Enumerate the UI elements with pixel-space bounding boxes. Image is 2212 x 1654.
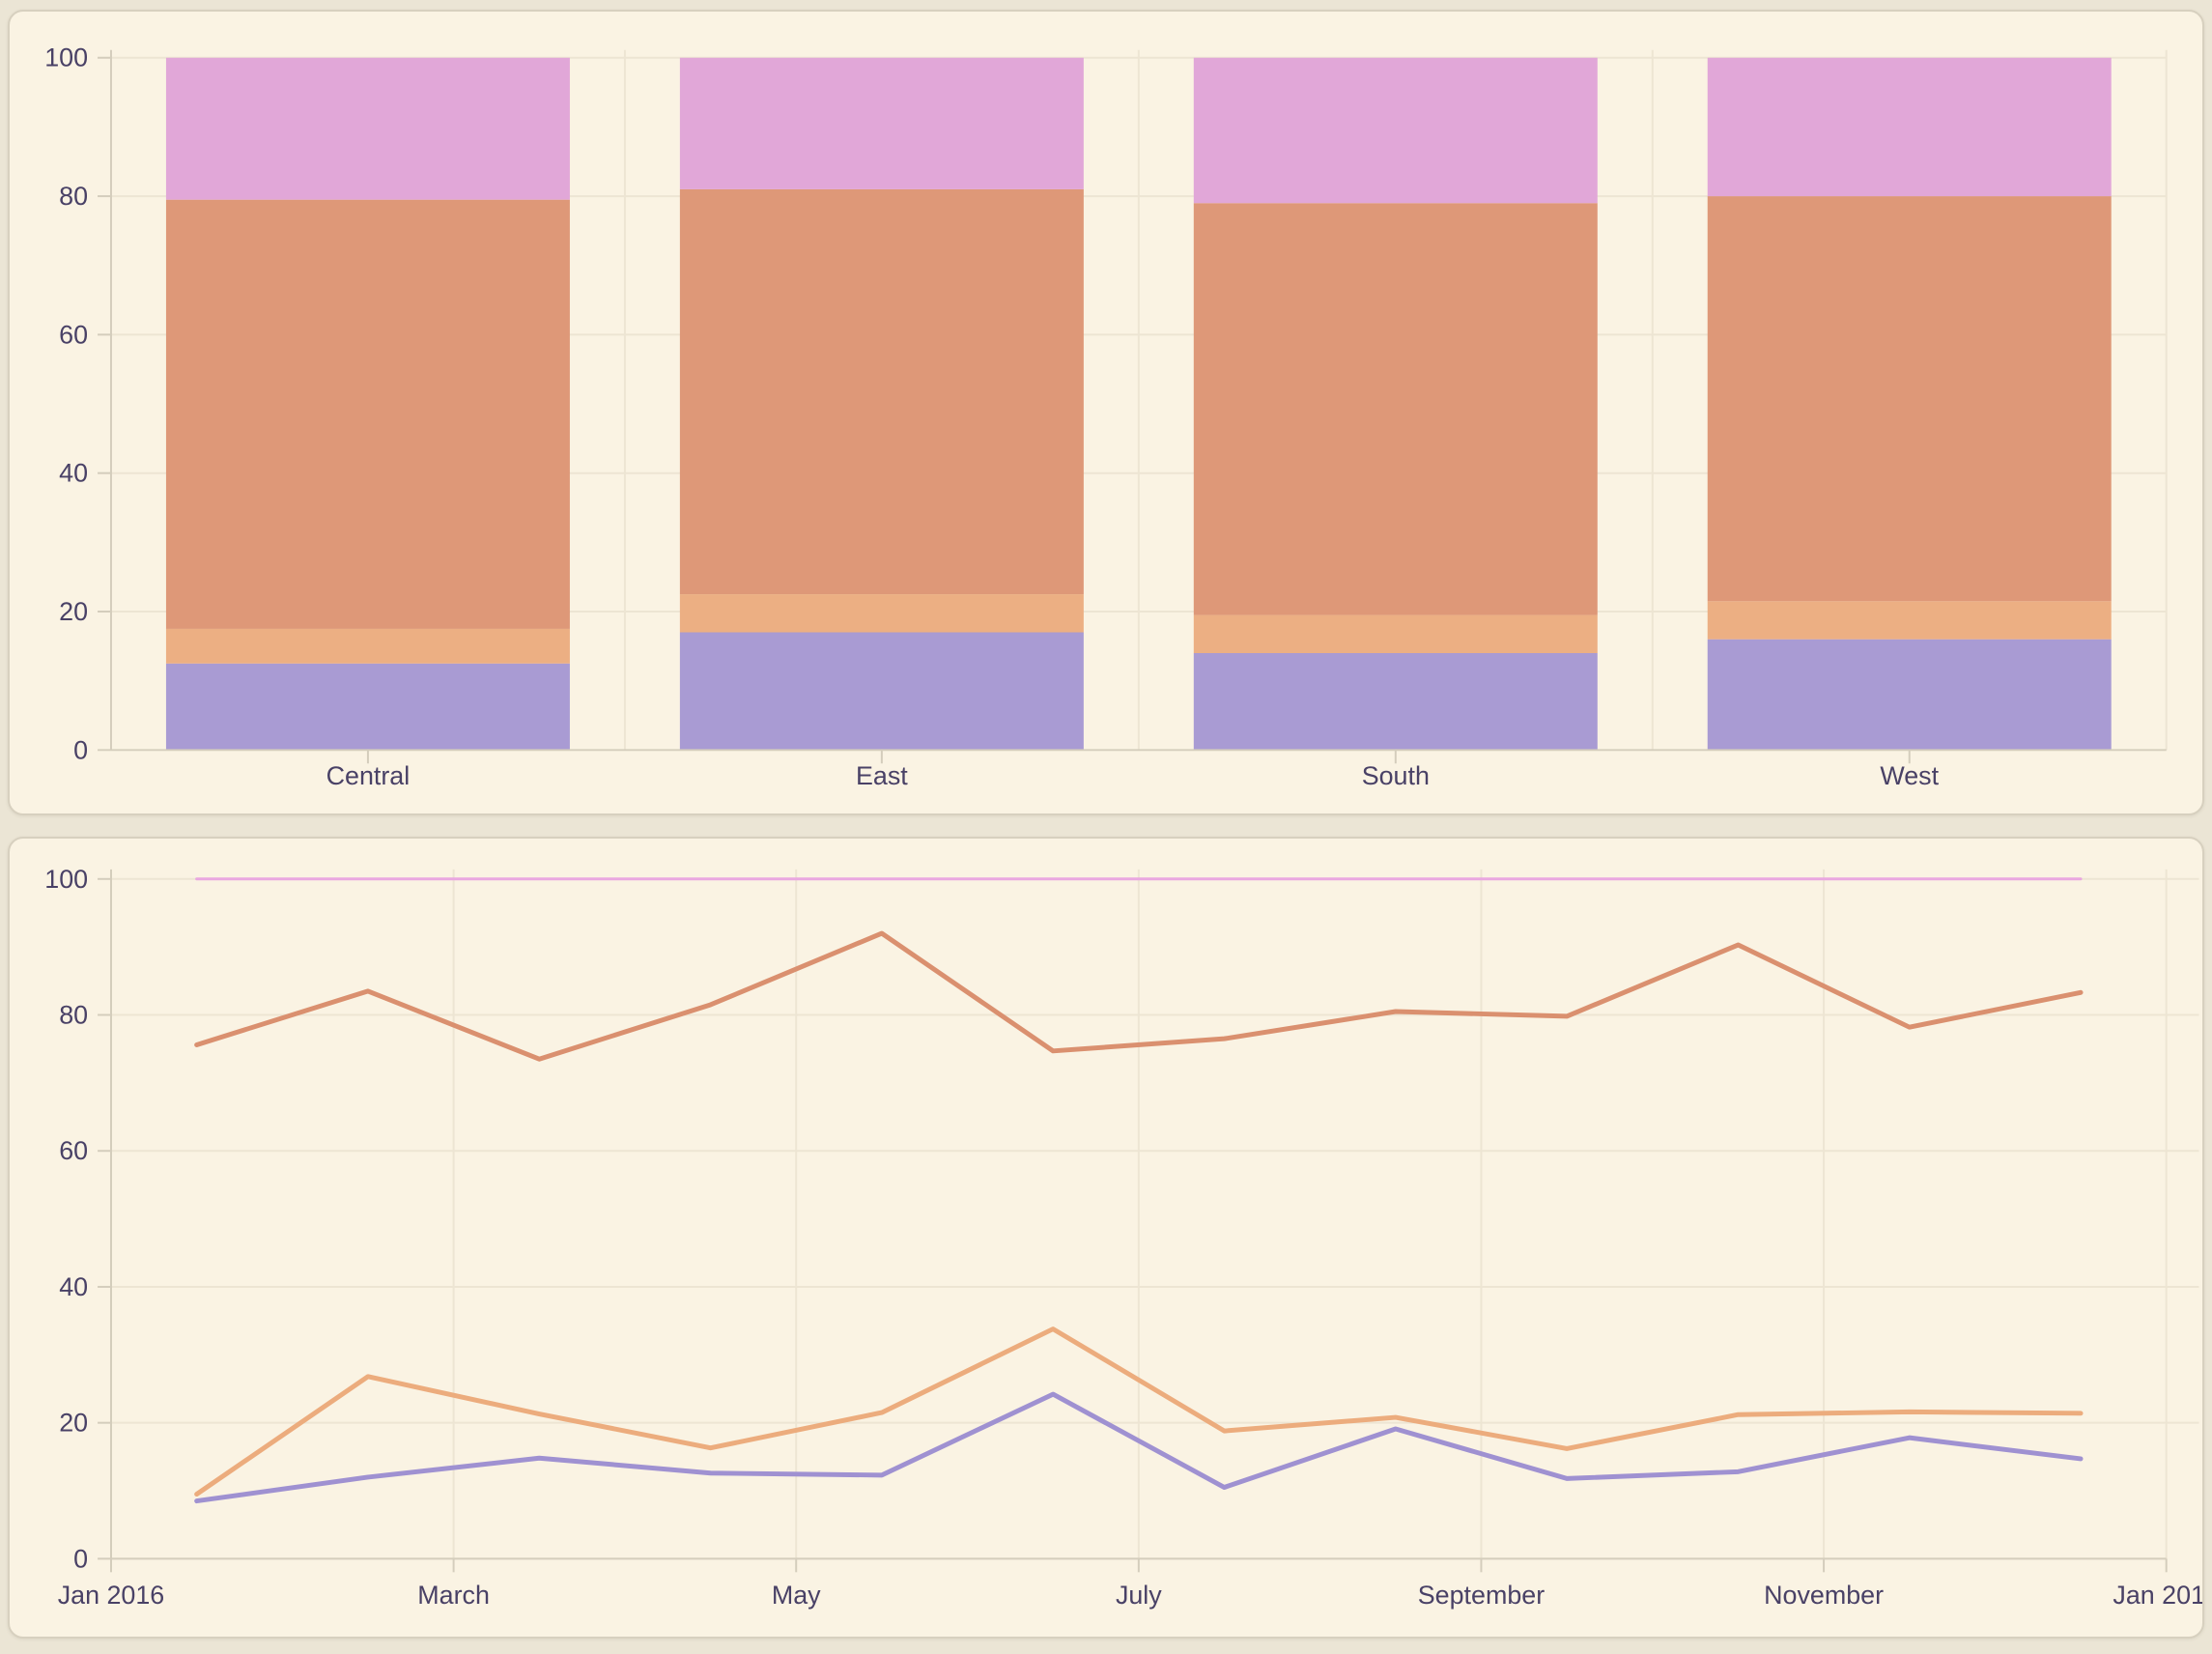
y-axis-label: 100 — [44, 43, 88, 72]
y-axis-label: 80 — [59, 1000, 88, 1029]
bar-segment-purple-west[interactable] — [1707, 639, 2112, 751]
bar-segment-salmon-central[interactable] — [165, 199, 570, 629]
x-axis-label: March — [417, 1581, 490, 1610]
bar-west — [1707, 57, 2112, 751]
y-axis-label: 40 — [59, 1272, 88, 1301]
bar-south — [1193, 57, 1598, 751]
line-series-purple[interactable] — [194, 1391, 2084, 1504]
x-axis-label: Central — [326, 761, 411, 790]
y-axis-label: 80 — [59, 182, 88, 211]
y-axis-label: 0 — [73, 735, 88, 764]
x-axis-label: May — [772, 1581, 821, 1610]
bar-segment-purple-east[interactable] — [679, 632, 1084, 751]
y-axis-label: 0 — [73, 1544, 88, 1573]
line-chart: Jan 2016 March May July September November Jan… — [44, 865, 2202, 1610]
x-axis-label: Jan 2016 — [58, 1581, 165, 1610]
bar-segment-apricot-east[interactable] — [679, 594, 1084, 633]
x-axis-label: West — [1880, 761, 1939, 790]
y-axis-label: 60 — [59, 1136, 88, 1165]
bar-central — [165, 57, 570, 751]
y-axis-label: 20 — [59, 1409, 88, 1438]
y-axis-label: 40 — [59, 459, 88, 488]
line-series-orange[interactable] — [194, 1326, 2084, 1497]
bar-segment-purple-south[interactable] — [1193, 653, 1598, 751]
stacked-bar-chart-panel: Central East South West 0 20 40 60 80 100 — [8, 10, 2204, 815]
stacked-bar-chart: Central East South West 0 20 40 60 80 100 — [44, 43, 2168, 790]
bar-segment-salmon-east[interactable] — [679, 188, 1084, 595]
bar-segment-salmon-west[interactable] — [1707, 196, 2112, 602]
y-axis-label: 100 — [44, 865, 88, 894]
x-axis-label: September — [1418, 1581, 1545, 1610]
bar-segment-purple-central[interactable] — [165, 663, 570, 751]
y-axis-label: 20 — [59, 597, 88, 626]
x-axis-label: South — [1362, 761, 1430, 790]
x-axis-label: East — [856, 761, 908, 790]
x-axis-label: Jan 2017 — [2113, 1581, 2202, 1610]
bar-segment-pink-south[interactable] — [1193, 57, 1598, 204]
x-axis-label: November — [1764, 1581, 1884, 1610]
bar-segment-pink-east[interactable] — [679, 57, 1084, 189]
bar-segment-pink-west[interactable] — [1707, 57, 2112, 197]
x-axis-label: July — [1116, 1581, 1162, 1610]
bar-segment-apricot-south[interactable] — [1193, 614, 1598, 653]
y-axis-label: 60 — [59, 320, 88, 349]
line-series-salmon[interactable] — [194, 930, 2084, 1062]
bar-segment-apricot-central[interactable] — [165, 628, 570, 664]
bar-segment-salmon-south[interactable] — [1193, 203, 1598, 615]
bar-segment-apricot-west[interactable] — [1707, 601, 2112, 640]
line-chart-panel: Jan 2016 March May July September November Jan… — [8, 837, 2204, 1639]
bar-segment-pink-central[interactable] — [165, 57, 570, 200]
bar-east — [679, 57, 1084, 751]
